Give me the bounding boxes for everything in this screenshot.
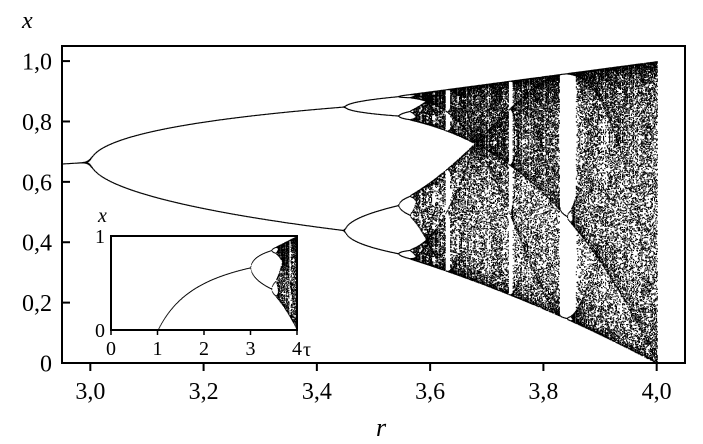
main-y-tick-label: 0,2 xyxy=(22,291,52,317)
main-x-tick-label: 3,6 xyxy=(415,379,445,405)
inset-x-tick-label: 3 xyxy=(246,338,256,360)
inset-x-axis-label: τ xyxy=(303,339,311,361)
inset-plot-marks xyxy=(111,236,298,331)
main-x-tick-label: 3,2 xyxy=(189,379,219,405)
main-y-tick-label: 0,6 xyxy=(22,170,52,196)
inset-x-tick-label: 0 xyxy=(106,338,116,360)
inset-y-tick-label: 0 xyxy=(95,320,105,342)
main-x-tick-label: 3,8 xyxy=(528,379,558,405)
main-axes: 3,0 3,2 3,4 3,6 3,8 4,0 0 0,2 0,4 0,6 0,8 1,0 xyxy=(22,49,672,405)
inset-bifurcation-points xyxy=(111,236,298,331)
main-bifurcation-points xyxy=(62,61,658,365)
main-x-tick-label: 3,0 xyxy=(75,379,105,405)
inset-axes: 0 1 2 3 4 0 1 xyxy=(95,226,302,360)
main-y-axis-label: x xyxy=(21,8,33,34)
main-x-tick-label: 4,0 xyxy=(642,379,672,405)
main-x-tick-label: 3,4 xyxy=(302,379,332,405)
main-x-axis-label: r xyxy=(376,413,387,442)
main-y-tick-label: 0,4 xyxy=(22,231,52,257)
main-y-tick-label: 0,8 xyxy=(22,110,52,136)
main-plot-frame xyxy=(61,45,686,364)
main-y-tick-label: 0 xyxy=(40,351,52,377)
inset-y-axis-label: x xyxy=(97,205,107,227)
inset-x-tick-label: 4 xyxy=(292,338,302,360)
main-y-tick-label: 1,0 xyxy=(22,49,52,75)
inset-x-tick-label: 2 xyxy=(199,338,209,360)
main-plot-marks xyxy=(62,61,658,365)
inset-y-tick-label: 1 xyxy=(95,226,105,248)
inset-x-tick-label: 1 xyxy=(153,338,163,360)
